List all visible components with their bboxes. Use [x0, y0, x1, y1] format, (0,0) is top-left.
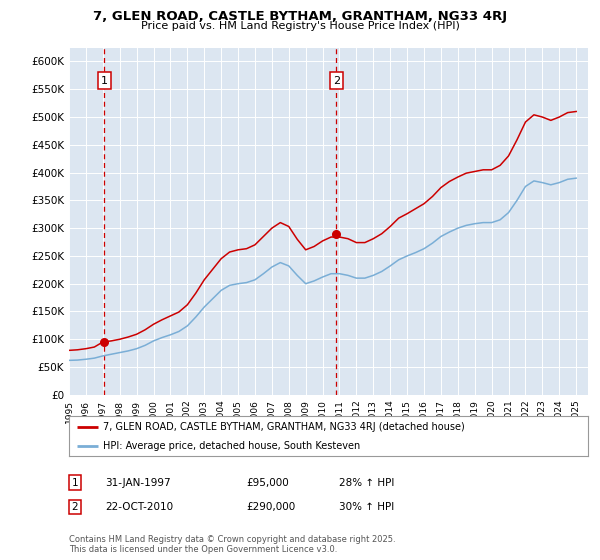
- Text: HPI: Average price, detached house, South Kesteven: HPI: Average price, detached house, Sout…: [103, 441, 360, 450]
- Text: 7, GLEN ROAD, CASTLE BYTHAM, GRANTHAM, NG33 4RJ: 7, GLEN ROAD, CASTLE BYTHAM, GRANTHAM, N…: [93, 10, 507, 22]
- Text: 7, GLEN ROAD, CASTLE BYTHAM, GRANTHAM, NG33 4RJ (detached house): 7, GLEN ROAD, CASTLE BYTHAM, GRANTHAM, N…: [103, 422, 464, 432]
- Text: 2: 2: [71, 502, 79, 512]
- Text: Contains HM Land Registry data © Crown copyright and database right 2025.
This d: Contains HM Land Registry data © Crown c…: [69, 535, 395, 554]
- Text: £290,000: £290,000: [246, 502, 295, 512]
- Text: 1: 1: [101, 76, 108, 86]
- Text: Price paid vs. HM Land Registry's House Price Index (HPI): Price paid vs. HM Land Registry's House …: [140, 21, 460, 31]
- Text: 30% ↑ HPI: 30% ↑ HPI: [339, 502, 394, 512]
- Text: 1: 1: [71, 478, 79, 488]
- Text: £95,000: £95,000: [246, 478, 289, 488]
- Text: 31-JAN-1997: 31-JAN-1997: [105, 478, 170, 488]
- Text: 2: 2: [333, 76, 340, 86]
- Text: 28% ↑ HPI: 28% ↑ HPI: [339, 478, 394, 488]
- Text: 22-OCT-2010: 22-OCT-2010: [105, 502, 173, 512]
